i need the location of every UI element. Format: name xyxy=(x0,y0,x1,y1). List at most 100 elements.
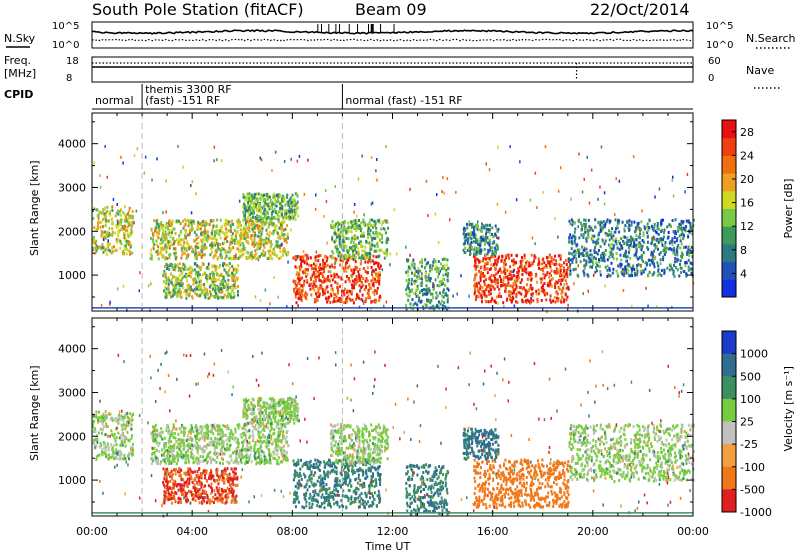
power-echo-cell xyxy=(591,266,593,269)
power-echo-cell xyxy=(182,276,184,279)
power-echo-cell xyxy=(271,232,273,235)
power-echo-cell xyxy=(217,247,219,250)
power-echo-cell xyxy=(509,273,511,276)
power-echo-cell xyxy=(358,251,360,254)
power-scatter-cell xyxy=(639,228,641,231)
power-echo-cell xyxy=(221,291,223,294)
power-echo-cell xyxy=(554,270,556,273)
power-echo-cell xyxy=(235,242,237,245)
power-echo-cell xyxy=(280,194,282,197)
power-echo-cell xyxy=(551,285,553,288)
power-echo-cell xyxy=(271,243,273,246)
velocity-echo-cell xyxy=(109,413,111,416)
power-scatter-cell xyxy=(273,276,275,279)
power-echo-cell xyxy=(122,211,124,214)
power-echo-cell xyxy=(405,304,407,307)
power-scatter-cell xyxy=(354,203,356,206)
power-echo-cell xyxy=(478,270,480,273)
power-echo-cell xyxy=(295,280,297,283)
power-echo-cell xyxy=(654,238,656,241)
power-echo-cell xyxy=(189,266,191,269)
power-echo-cell xyxy=(635,234,637,237)
power-echo-cell xyxy=(599,265,601,268)
power-scatter-cell xyxy=(649,271,651,274)
power-echo-cell xyxy=(610,234,612,237)
power-echo-cell xyxy=(595,257,597,260)
power-echo-cell xyxy=(496,228,498,231)
power-echo-cell xyxy=(229,250,231,253)
power-echo-cell xyxy=(593,256,595,259)
power-scatter-cell xyxy=(584,178,586,181)
power-echo-cell xyxy=(256,217,258,220)
power-echo-cell xyxy=(160,221,162,224)
power-echo-cell xyxy=(620,254,622,257)
power-echo-cell xyxy=(622,221,624,224)
power-scatter-cell xyxy=(203,224,205,227)
power-echo-cell xyxy=(432,261,434,264)
power-echo-cell xyxy=(268,252,270,255)
power-echo-cell xyxy=(511,274,513,277)
power-echo-cell xyxy=(684,261,686,264)
power-echo-cell xyxy=(190,221,192,224)
power-echo-cell xyxy=(609,238,611,241)
power-echo-cell xyxy=(366,223,368,226)
power-echo-cell xyxy=(532,292,534,295)
power-echo-cell xyxy=(421,281,423,284)
power-echo-cell xyxy=(609,269,611,272)
power-echo-cell xyxy=(497,247,499,250)
power-echo-cell xyxy=(484,241,486,244)
power-echo-cell xyxy=(479,240,481,243)
power-echo-cell xyxy=(360,262,362,265)
power-echo-cell xyxy=(624,266,626,269)
power-echo-cell xyxy=(211,294,213,297)
velocity-echo-cell xyxy=(132,443,134,446)
power-echo-cell xyxy=(528,300,530,303)
power-echo-cell xyxy=(543,291,545,294)
power-echo-cell xyxy=(202,220,204,223)
power-echo-cell xyxy=(636,238,638,241)
power-echo-cell xyxy=(175,284,177,287)
power-echo-cell xyxy=(679,247,681,250)
power-echo-cell xyxy=(467,237,469,240)
power-scatter-cell xyxy=(514,305,516,308)
power-echo-cell xyxy=(628,263,630,266)
power-echo-cell xyxy=(630,241,632,244)
velocity-echo-cell xyxy=(105,410,107,413)
power-echo-cell xyxy=(565,259,567,262)
power-echo-cell xyxy=(318,279,320,282)
power-echo-cell xyxy=(421,265,423,268)
power-echo-cell xyxy=(192,269,194,272)
power-echo-cell xyxy=(188,247,190,250)
power-scatter-cell xyxy=(356,215,358,218)
power-echo-cell xyxy=(657,248,659,251)
velocity-echo-cell xyxy=(131,434,133,437)
power-scatter-cell xyxy=(490,234,492,237)
power-echo-cell xyxy=(555,259,557,262)
velocity-echo-cell xyxy=(165,462,167,465)
power-scatter-cell xyxy=(532,237,534,240)
power-echo-cell xyxy=(669,268,671,271)
power-echo-cell xyxy=(325,297,327,300)
power-scatter-cell xyxy=(162,211,164,214)
power-echo-cell xyxy=(541,299,543,302)
power-echo-cell xyxy=(278,234,280,237)
power-echo-cell xyxy=(464,247,466,250)
power-echo-cell xyxy=(590,257,592,260)
power-echo-cell xyxy=(597,221,599,224)
power-scatter-cell xyxy=(245,221,247,224)
power-echo-cell xyxy=(548,256,550,259)
power-echo-cell xyxy=(111,209,113,212)
power-echo-cell xyxy=(221,247,223,250)
power-scatter-cell xyxy=(104,145,106,148)
power-scatter-cell xyxy=(323,277,325,280)
power-echo-cell xyxy=(609,244,611,247)
power-scatter-cell xyxy=(599,186,601,189)
power-scatter-cell xyxy=(567,304,569,307)
power-echo-cell xyxy=(368,284,370,287)
power-echo-cell xyxy=(154,229,156,232)
power-echo-cell xyxy=(405,271,407,274)
power-echo-cell xyxy=(119,247,121,250)
power-echo-cell xyxy=(378,279,380,282)
power-echo-cell xyxy=(184,275,186,278)
power-scatter-cell xyxy=(641,265,643,268)
